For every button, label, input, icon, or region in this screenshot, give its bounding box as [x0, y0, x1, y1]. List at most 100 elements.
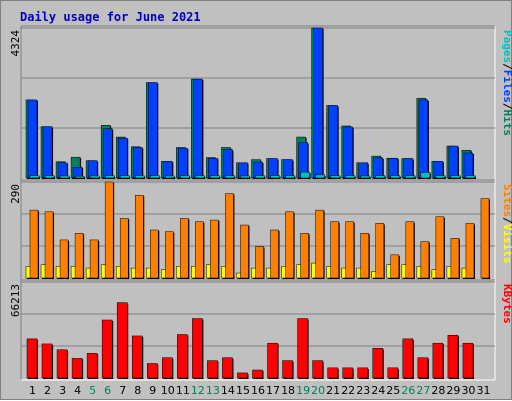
day-label-21: 21 [326, 384, 340, 397]
bar-pages-day-12 [195, 175, 205, 179]
bar-kbytes-day-10 [162, 357, 173, 379]
bar-pages-day-30 [465, 175, 476, 179]
bar-pages-day-11 [180, 175, 190, 179]
bar-kbytes-day-17 [267, 342, 278, 379]
day-label-17: 17 [266, 384, 280, 397]
day-label-3: 3 [59, 384, 66, 397]
bar-sites-day-25 [390, 254, 400, 279]
bar-sites-day-16 [255, 246, 264, 279]
bar-pages-day-21 [330, 175, 340, 179]
day-label-2: 2 [44, 384, 51, 397]
bar-sites-day-27 [420, 241, 430, 279]
bar-files-day-29 [448, 145, 459, 179]
bar-sites-day-11 [180, 218, 189, 279]
panel-bg [21, 280, 495, 380]
bar-files-day-11 [178, 147, 188, 179]
bar-kbytes-day-9 [147, 363, 158, 379]
legend-entry: Pages [501, 30, 512, 63]
bar-kbytes-day-29 [447, 334, 459, 379]
bar-files-day-8 [132, 147, 143, 179]
bar-files-day-20 [313, 27, 323, 179]
bar-sites-day-17 [270, 229, 279, 279]
axis-max-label: 290 [9, 184, 22, 204]
panel-visits-sites: 290 Sites/Visits [9, 179, 512, 281]
bar-pages-day-25 [390, 175, 401, 179]
day-label-22: 22 [341, 384, 355, 397]
bar-files-day-30 [463, 152, 474, 179]
bar-kbytes-day-3 [56, 349, 68, 379]
day-label-19: 19 [296, 384, 310, 397]
bar-sites-day-5 [89, 239, 99, 279]
chart-title: Daily usage for June 2021 [20, 10, 201, 24]
day-label-20: 20 [311, 384, 325, 397]
bar-kbytes-day-16 [252, 369, 263, 379]
bar-kbytes-day-4 [71, 358, 83, 379]
bar-pages-day-27 [420, 172, 431, 179]
bar-sites-day-18 [285, 211, 294, 279]
bar-pages-day-10 [165, 175, 175, 179]
bar-pages-day-18 [285, 175, 295, 179]
bar-kbytes-day-28 [432, 342, 444, 379]
bar-kbytes-day-21 [327, 367, 338, 379]
bar-kbytes-day-5 [86, 353, 98, 379]
bar-kbytes-day-6 [101, 319, 113, 379]
legend-pages-files-hits: Pages/Files/Hits [501, 30, 512, 136]
bar-pages-day-15 [240, 175, 250, 179]
day-label-25: 25 [386, 384, 400, 397]
bar-files-day-24 [373, 157, 384, 179]
day-label-10: 10 [161, 384, 175, 397]
bar-sites-day-30 [465, 223, 475, 279]
bar-pages-day-3 [59, 175, 70, 179]
bar-files-day-14 [223, 149, 233, 179]
bar-sites-day-13 [210, 219, 219, 279]
day-label-29: 29 [446, 384, 460, 397]
panel-bg [21, 26, 495, 180]
bar-kbytes-day-13 [207, 360, 218, 379]
bar-sites-day-28 [435, 216, 445, 279]
bar-files-day-26 [403, 158, 414, 179]
day-label-9: 9 [149, 384, 156, 397]
bar-pages-day-14 [225, 175, 235, 179]
legend-entry: Visits [501, 224, 512, 264]
bar-files-day-17 [268, 158, 278, 179]
bar-kbytes-day-7 [116, 302, 128, 379]
bar-pages-day-13 [210, 175, 220, 179]
day-label-18: 18 [281, 384, 295, 397]
bar-pages-day-7 [119, 175, 130, 179]
legend-entry: Sites [501, 184, 512, 217]
bar-kbytes-day-19 [297, 318, 308, 379]
bar-sites-day-23 [360, 233, 369, 279]
bar-pages-day-26 [405, 175, 416, 179]
legend-entry: / [501, 103, 512, 110]
bar-files-day-12 [193, 78, 203, 179]
day-label-13: 13 [206, 384, 220, 397]
bar-sites-day-21 [330, 221, 339, 279]
bar-sites-day-29 [450, 238, 460, 279]
bar-sites-day-19 [300, 233, 309, 279]
bar-kbytes-day-18 [282, 360, 293, 379]
bar-kbytes-day-30 [462, 342, 474, 379]
bar-sites-day-2 [44, 211, 54, 279]
bar-files-day-27 [418, 99, 429, 179]
bar-kbytes-day-12 [192, 318, 203, 379]
bar-kbytes-day-26 [402, 338, 414, 379]
day-label-15: 15 [236, 384, 250, 397]
bar-files-day-5 [87, 160, 98, 179]
bar-sites-day-7 [119, 218, 129, 279]
bar-sites-day-15 [240, 224, 249, 279]
bar-sites-day-20 [315, 209, 324, 279]
bar-files-day-22 [343, 126, 353, 179]
legend-entry: Hits [501, 110, 512, 137]
bar-sites-day-10 [165, 231, 174, 279]
bar-files-day-25 [388, 157, 399, 179]
bar-sites-day-14 [225, 193, 234, 279]
bar-pages-day-2 [44, 175, 55, 179]
bar-files-day-6 [102, 128, 113, 179]
bar-kbytes-day-20 [312, 360, 323, 379]
bar-sites-day-9 [150, 229, 159, 279]
bar-pages-day-24 [375, 175, 386, 179]
legend-visits-sites: Sites/Visits [501, 184, 512, 264]
